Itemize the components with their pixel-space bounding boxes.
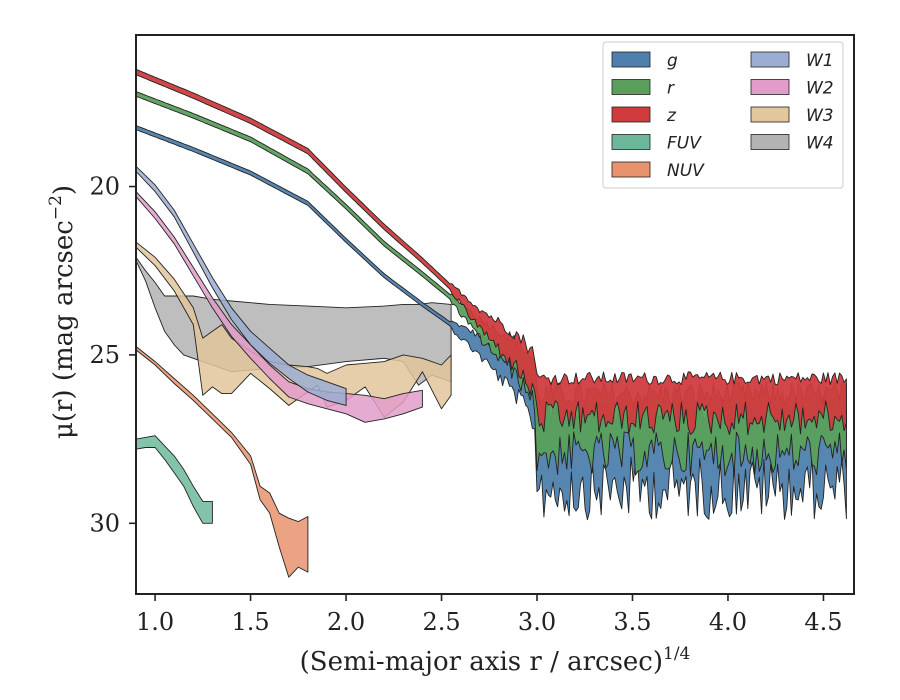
y-tick-label: 25 (89, 341, 120, 369)
x-tick-label: 1.5 (231, 608, 269, 636)
x-axis-label-exponent: 1/4 (663, 644, 690, 664)
legend-label: NUV (667, 161, 705, 181)
legend-label: FUV (667, 134, 702, 154)
legend-item-fuv: FUV (611, 134, 702, 154)
x-tick-label: 3.0 (518, 608, 556, 636)
series-band-w1 (136, 165, 347, 406)
legend-label: r (667, 79, 675, 99)
y-axis-label-exponent: −2 (46, 195, 66, 220)
legend-label: W3 (806, 106, 834, 126)
legend-swatch (611, 161, 651, 178)
legend-swatch (611, 51, 651, 68)
legend-item-w1: W1 (750, 51, 834, 71)
legend-label: z (666, 106, 677, 126)
y-tick-label: 30 (89, 509, 120, 537)
legend-item-r: r (611, 79, 675, 99)
series-band-r (136, 91, 847, 477)
plot-frame (135, 34, 855, 595)
legend-item-w2: W2 (750, 79, 834, 99)
legend-item-z: z (611, 106, 677, 126)
x-tick-label: 4.0 (709, 608, 747, 636)
x-tick-label: 2.5 (422, 608, 460, 636)
y-axis-label: μ(r) (mag arcsec−2) (46, 185, 79, 439)
series-band-z (136, 68, 847, 436)
legend-label: W2 (806, 79, 834, 99)
legend-item-nuv: NUV (611, 161, 705, 181)
series-band-w2 (136, 191, 423, 423)
legend-swatch (750, 51, 790, 68)
series-band-fuv (136, 435, 213, 524)
x-axis-label: (Semi-major axis r / arcsec)1/4 (300, 644, 691, 677)
series-band-w3 (136, 241, 452, 418)
legend-label: W4 (806, 134, 834, 154)
series-band-nuv (136, 346, 309, 578)
legend-swatch (750, 79, 790, 95)
legend-label: g (667, 51, 678, 71)
x-tick-label: 4.5 (804, 608, 842, 636)
legend-item-g: g (611, 51, 678, 71)
legend-swatch (750, 106, 790, 123)
legend-swatch (611, 134, 651, 150)
x-tick-label: 1.0 (136, 608, 174, 636)
x-tick-label: 3.5 (613, 608, 651, 636)
legend-item-w4: W4 (750, 134, 834, 154)
series-layer (136, 68, 847, 578)
legend-box (602, 41, 844, 189)
legend-label: W1 (806, 51, 834, 71)
legend-swatch (611, 79, 651, 95)
legend: grz FUV NUV W1 W2 W3 W4 (602, 41, 844, 189)
legend-item-w3: W3 (750, 106, 834, 126)
y-tick-label: 20 (89, 173, 120, 201)
legend-swatch (750, 134, 790, 150)
x-tick-label: 2.0 (327, 608, 365, 636)
ticks-layer: 1.0 1.5 2.0 2.5 3.0 3.5 4.0 4.5 20 25 30 (89, 173, 842, 636)
legend-swatch (611, 106, 651, 123)
